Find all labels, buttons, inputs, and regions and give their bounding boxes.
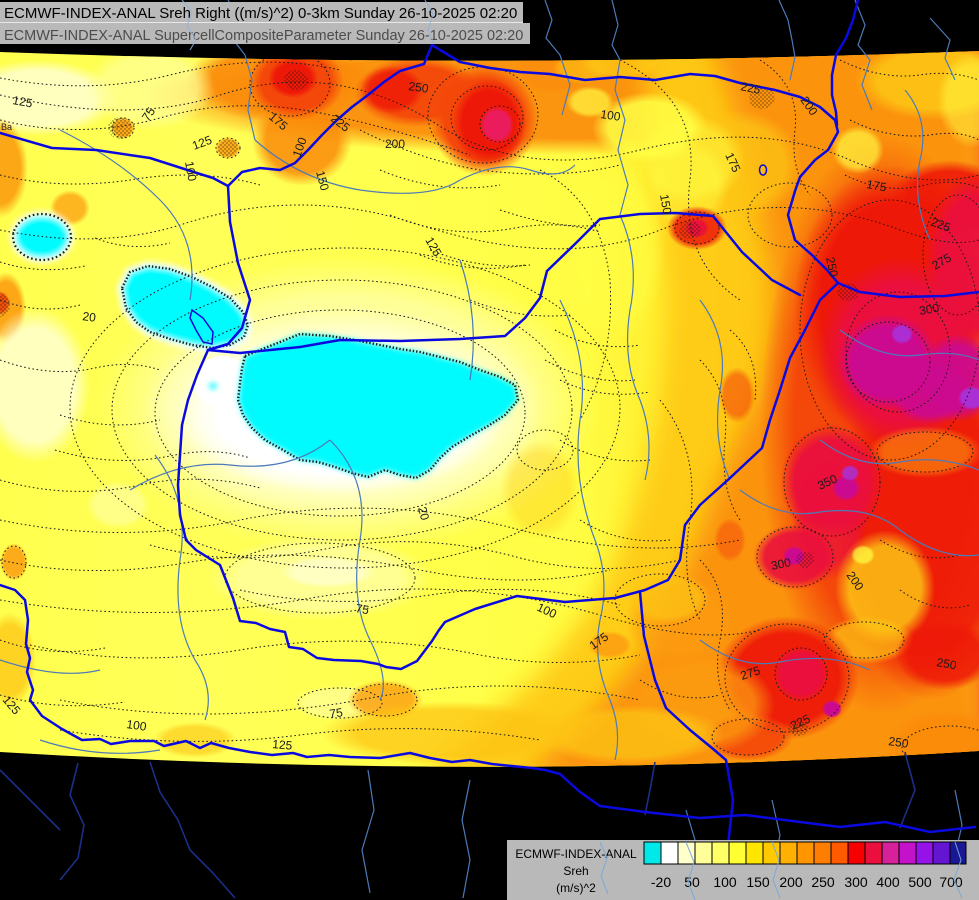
svg-text:700: 700 bbox=[939, 874, 963, 890]
svg-text:250: 250 bbox=[888, 734, 910, 751]
svg-text:(m/s)^2: (m/s)^2 bbox=[556, 881, 596, 895]
svg-text:125: 125 bbox=[190, 133, 214, 153]
svg-text:100: 100 bbox=[713, 874, 737, 890]
svg-text:75: 75 bbox=[354, 601, 370, 617]
svg-text:75: 75 bbox=[328, 705, 343, 721]
svg-text:100: 100 bbox=[600, 107, 622, 124]
svg-text:150: 150 bbox=[746, 874, 770, 890]
svg-text:125: 125 bbox=[272, 737, 293, 753]
svg-text:ECMWF-INDEX-ANAL Sreh Right ((: ECMWF-INDEX-ANAL Sreh Right ((m/s)^2) 0-… bbox=[4, 5, 517, 22]
svg-text:225: 225 bbox=[929, 215, 953, 235]
svg-text:125: 125 bbox=[11, 93, 33, 110]
svg-text:225: 225 bbox=[739, 79, 762, 97]
svg-text:Ba: Ba bbox=[1, 122, 12, 132]
svg-text:300: 300 bbox=[844, 874, 868, 890]
svg-text:-20: -20 bbox=[651, 874, 671, 890]
svg-text:300: 300 bbox=[770, 555, 793, 573]
svg-text:500: 500 bbox=[908, 874, 932, 890]
svg-text:200: 200 bbox=[779, 874, 803, 890]
svg-text:20: 20 bbox=[82, 309, 97, 325]
svg-text:250: 250 bbox=[811, 874, 835, 890]
svg-text:175: 175 bbox=[865, 177, 887, 194]
svg-text:50: 50 bbox=[684, 874, 700, 890]
svg-text:300: 300 bbox=[918, 301, 940, 318]
svg-text:ECMWF-INDEX-ANAL SupercellComp: ECMWF-INDEX-ANAL SupercellCompositeParam… bbox=[4, 28, 523, 44]
svg-text:100: 100 bbox=[126, 717, 148, 734]
svg-text:275: 275 bbox=[739, 663, 763, 683]
svg-text:150: 150 bbox=[313, 169, 332, 192]
svg-text:250: 250 bbox=[935, 655, 957, 672]
svg-text:ECMWF-INDEX-ANAL: ECMWF-INDEX-ANAL bbox=[515, 847, 637, 861]
svg-text:100: 100 bbox=[290, 135, 310, 159]
svg-text:20: 20 bbox=[415, 505, 432, 522]
svg-text:150: 150 bbox=[657, 193, 674, 215]
svg-text:250: 250 bbox=[823, 256, 841, 279]
svg-text:200: 200 bbox=[385, 137, 405, 151]
svg-text:Sreh: Sreh bbox=[563, 864, 588, 878]
svg-text:100: 100 bbox=[182, 160, 199, 182]
svg-text:250: 250 bbox=[408, 79, 430, 96]
svg-text:400: 400 bbox=[876, 874, 900, 890]
